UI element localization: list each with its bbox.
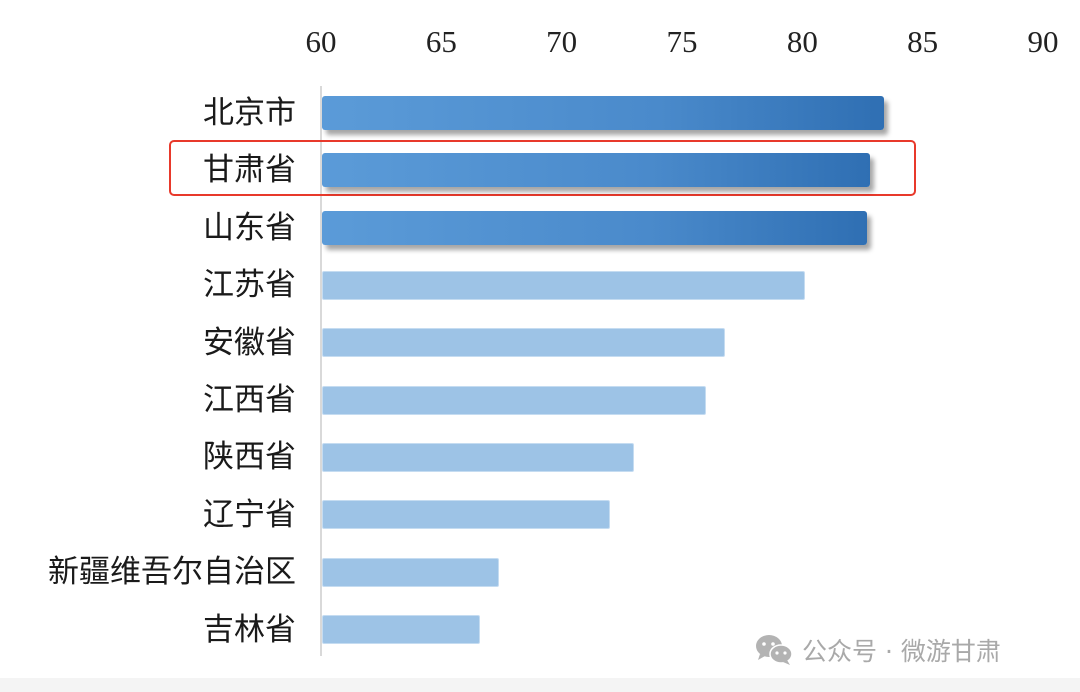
y-axis-line: [320, 86, 322, 656]
x-tick-label: 85: [907, 24, 939, 59]
footer-band: [0, 678, 1080, 692]
bar: [322, 328, 726, 358]
bar: [322, 153, 870, 188]
bar: [322, 442, 634, 472]
bar: [322, 210, 868, 245]
bar: [322, 385, 707, 415]
category-label: 陕西省: [203, 439, 296, 476]
x-tick-label: 65: [425, 24, 457, 59]
category-label: 吉林省: [203, 611, 296, 648]
category-label: 新疆维吾尔自治区: [48, 554, 296, 591]
category-label: 山东省: [203, 209, 296, 246]
watermark-text: 公众号 · 微游甘肃: [802, 637, 1001, 666]
bar: [322, 615, 480, 645]
gansu-highlight-box: [169, 140, 916, 196]
x-tick-label: 70: [546, 24, 578, 59]
category-label: 北京市: [203, 95, 296, 131]
watermark: 公众号 · 微游甘肃: [754, 632, 1001, 668]
wechat-icon: [756, 635, 793, 665]
bar: [322, 96, 885, 130]
bar: [322, 500, 610, 530]
x-tick-label: 75: [666, 24, 698, 59]
bar: [322, 270, 805, 300]
category-label: 安徽省: [203, 324, 296, 361]
category-label: 江西省: [203, 382, 296, 418]
x-tick-label: 80: [786, 24, 818, 59]
x-tick-label: 90: [1027, 24, 1059, 59]
x-tick-label: 60: [305, 24, 337, 59]
category-label: 甘肃省: [203, 152, 296, 189]
category-label: 辽宁省: [203, 496, 296, 533]
category-label: 江苏省: [203, 267, 296, 304]
bar: [322, 557, 500, 587]
